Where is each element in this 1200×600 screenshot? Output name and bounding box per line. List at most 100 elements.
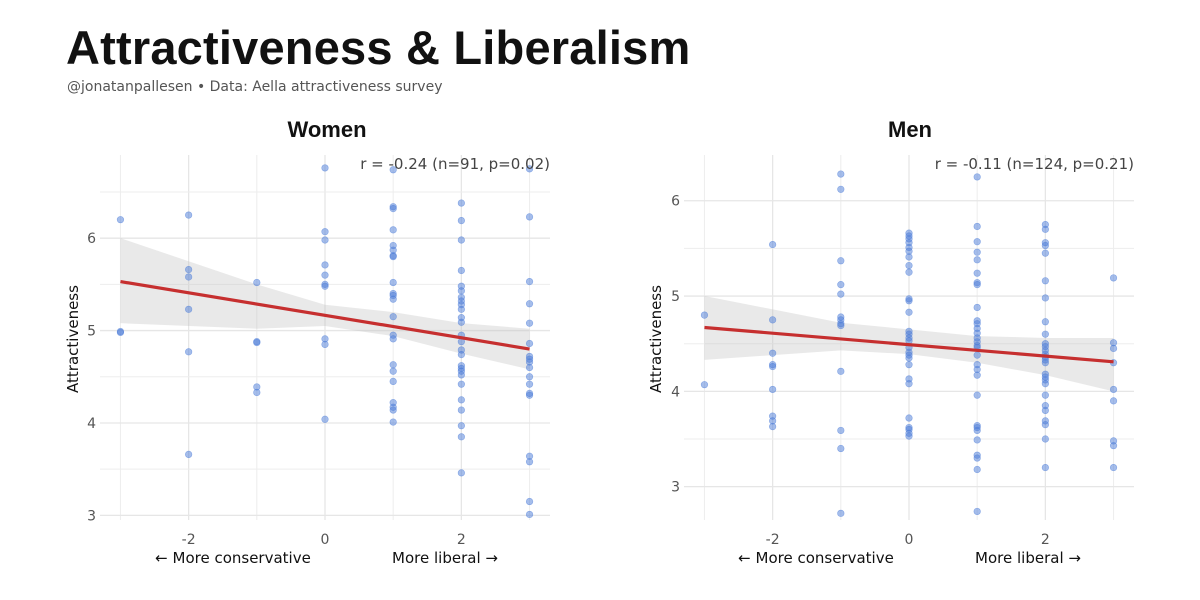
data-point — [1109, 463, 1118, 472]
x-tick-label: -2 — [182, 532, 196, 548]
y-tick-label: 4 — [671, 384, 680, 400]
data-point — [1041, 318, 1049, 326]
data-point — [253, 388, 261, 397]
data-point — [905, 297, 913, 305]
data-point — [457, 406, 465, 414]
data-point — [1109, 274, 1118, 282]
data-point — [253, 338, 261, 347]
data-point — [321, 261, 329, 269]
data-point — [973, 269, 981, 277]
correlation-annotation: r = -0.24 (n=91, p=0.02) — [360, 155, 550, 173]
data-point — [525, 277, 534, 286]
data-point — [905, 261, 913, 270]
confidence-band — [120, 238, 530, 370]
data-point — [457, 217, 465, 225]
data-point — [973, 371, 981, 379]
data-point — [457, 422, 465, 430]
data-point — [389, 406, 397, 414]
y-tick-label: 5 — [671, 289, 680, 305]
data-point — [973, 238, 981, 246]
data-point — [1041, 380, 1049, 388]
data-point — [769, 423, 777, 431]
data-point — [837, 257, 845, 265]
data-point — [1109, 385, 1118, 394]
data-point — [1041, 391, 1049, 399]
x-tick-label: -2 — [766, 532, 780, 548]
data-point — [973, 436, 981, 444]
data-point — [700, 311, 709, 319]
data-point — [1041, 421, 1049, 429]
regression-line — [120, 280, 530, 351]
data-points — [116, 164, 534, 519]
data-point — [321, 340, 329, 349]
data-point — [905, 354, 913, 362]
data-point — [457, 371, 465, 379]
data-point — [116, 216, 125, 224]
data-point — [905, 361, 913, 369]
data-point — [389, 226, 397, 234]
data-point — [389, 335, 397, 343]
data-point — [457, 287, 465, 295]
data-point — [389, 367, 397, 375]
regression-line — [704, 325, 1114, 364]
data-point — [905, 432, 913, 440]
data-point — [525, 373, 534, 381]
data-point — [1041, 463, 1049, 472]
data-point — [457, 396, 465, 404]
data-point — [1109, 344, 1118, 353]
x-direction-label-right: More liberal → — [975, 549, 1081, 567]
data-point — [389, 418, 397, 426]
data-point — [389, 295, 397, 303]
data-point — [253, 278, 261, 287]
data-point — [389, 313, 397, 321]
x-tick-label: 0 — [905, 532, 914, 548]
y-tick-label: 6 — [87, 231, 96, 247]
panel-title: Women — [287, 117, 366, 142]
panel-title: Men — [888, 117, 932, 142]
data-point — [973, 222, 981, 231]
data-point — [837, 290, 845, 298]
data-point — [525, 339, 534, 348]
panel-women: -2 0 2 3 4 5 6 Women r = -0.24 (n=91, p=0.02) Att… — [64, 117, 550, 567]
data-point — [905, 308, 913, 316]
x-tick-label: 2 — [1041, 532, 1050, 548]
data-point — [973, 507, 981, 516]
data-point — [837, 321, 845, 330]
data-point — [525, 300, 534, 308]
data-point — [321, 282, 329, 290]
data-point — [525, 319, 534, 327]
data-point — [525, 213, 534, 221]
data-point — [321, 415, 329, 423]
data-point — [525, 380, 534, 388]
data-point — [769, 316, 777, 324]
data-point — [185, 450, 193, 458]
data-point — [1041, 406, 1049, 415]
data-point — [905, 380, 913, 388]
data-point — [321, 164, 329, 172]
data-point — [769, 362, 777, 371]
data-point — [837, 367, 845, 375]
data-point — [700, 381, 709, 389]
data-point — [837, 444, 845, 453]
data-point — [185, 265, 193, 274]
data-point — [389, 377, 397, 385]
data-point — [457, 305, 465, 313]
data-point — [457, 266, 465, 275]
y-tick-label: 5 — [87, 324, 96, 340]
data-point — [457, 350, 465, 359]
y-axis-label: Attractiveness — [647, 285, 665, 393]
data-point — [905, 253, 913, 261]
data-point — [1041, 249, 1049, 257]
data-point — [1041, 435, 1049, 443]
data-point — [185, 305, 193, 313]
data-point — [389, 361, 397, 369]
y-axis-label: Attractiveness — [64, 285, 82, 393]
x-tick-label: 0 — [321, 532, 330, 548]
data-point — [1041, 277, 1049, 285]
data-point — [973, 351, 981, 359]
data-point — [457, 380, 465, 388]
data-point — [185, 211, 193, 219]
data-point — [973, 173, 981, 181]
data-point — [837, 509, 845, 517]
